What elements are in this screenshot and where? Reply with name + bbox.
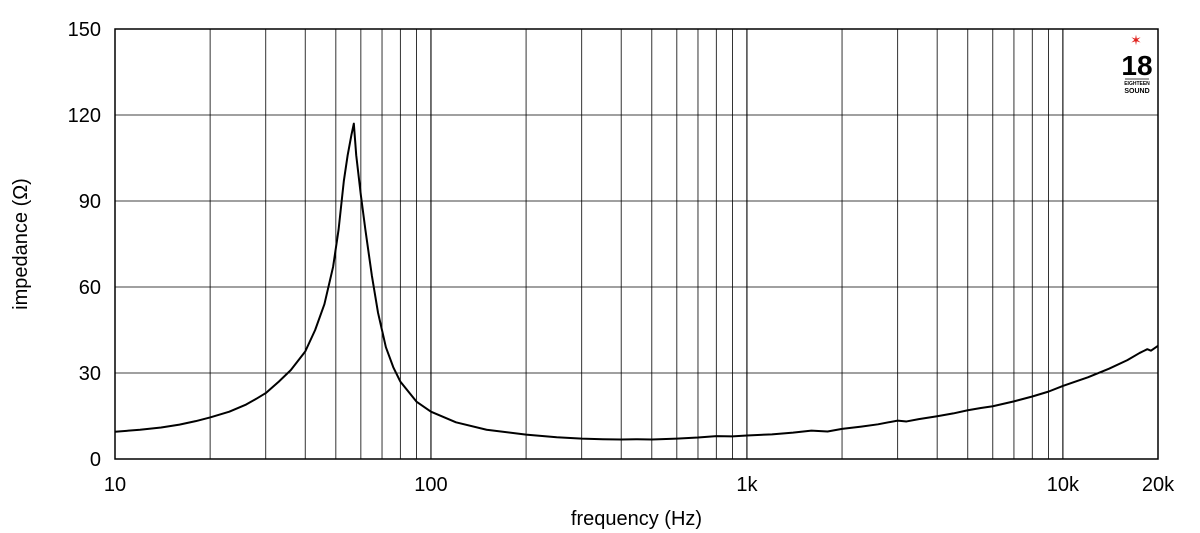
- y-tick-label: 0: [90, 449, 101, 471]
- logo-line1: EIGHTEEN: [1124, 81, 1150, 87]
- logo-star-icon: ✶: [1130, 32, 1142, 48]
- y-tick-label: 120: [68, 105, 101, 127]
- y-tick-label: 60: [79, 277, 101, 299]
- impedance-curve: [114, 122, 1159, 441]
- y-axis-ticks: 0 30 60 90 120 150: [68, 19, 101, 471]
- y-tick-label: 90: [79, 191, 101, 213]
- x-axis-ticks: 10 100 1k 10k 20k: [104, 474, 1175, 496]
- x-tick-label: 100: [414, 474, 447, 496]
- brand-logo: ✶ 18 EIGHTEEN SOUND: [1121, 32, 1152, 95]
- y-axis-title: impedance (Ω): [10, 178, 32, 310]
- x-tick-label: 1k: [736, 474, 758, 496]
- x-tick-label: 10: [104, 474, 126, 496]
- minor-grid: [209, 29, 1064, 459]
- major-grid: [115, 114, 1158, 374]
- y-tick-label: 30: [79, 363, 101, 385]
- logo-line2: SOUND: [1124, 88, 1149, 95]
- x-tick-label: 20k: [1142, 474, 1175, 496]
- x-axis-title: frequency (Hz): [571, 508, 702, 530]
- y-tick-label: 150: [68, 19, 101, 41]
- logo-number: 18: [1121, 50, 1152, 81]
- plot-frame: [114, 28, 1159, 460]
- x-tick-label: 10k: [1047, 474, 1080, 496]
